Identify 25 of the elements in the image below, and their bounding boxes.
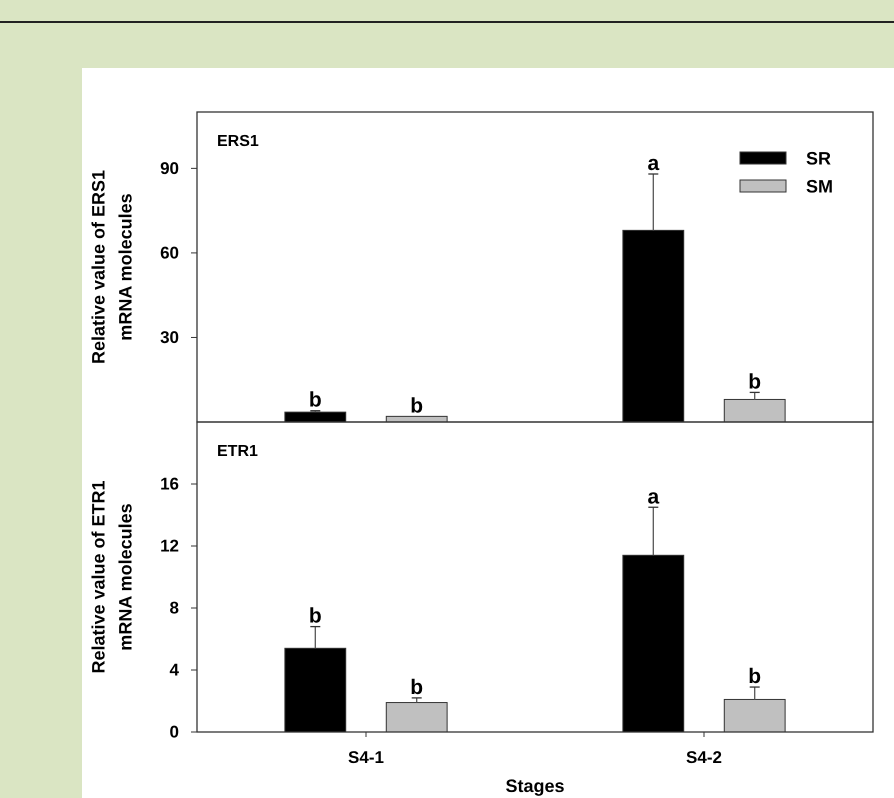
data-label: b (308, 604, 322, 628)
y-tick-label: 90 (160, 158, 179, 178)
data-label: a (647, 152, 660, 175)
data-label: b (748, 665, 762, 688)
y-tick-label: 0 (170, 722, 179, 742)
legend-label: SR (806, 148, 832, 168)
y-tick-label: 60 (160, 243, 179, 262)
data-label: b (748, 370, 762, 394)
y-tick-label: 30 (160, 328, 179, 347)
y-tick-label: 12 (160, 536, 179, 556)
y-tick-label: 8 (170, 598, 179, 618)
data-label: b (410, 676, 424, 699)
x-axis-title: Stages (505, 776, 565, 796)
x-tick-label: S4-1 (348, 748, 384, 768)
y-tick-label: 16 (160, 474, 179, 494)
y-axis-title: Relative value of ERS1 mRNA molecules (88, 170, 136, 364)
data-label: b (410, 394, 424, 418)
data-label: b (308, 388, 322, 412)
y-tick-label: 4 (170, 660, 180, 680)
text: ERS1 (217, 133, 259, 150)
legend-label: SM (806, 176, 833, 196)
y-axis-title: Relative value of ETR1 mRNA molecules (88, 480, 136, 674)
x-tick-label: S4-2 (686, 748, 722, 768)
data-label: a (647, 485, 660, 508)
text: ETR1 (217, 443, 258, 460)
